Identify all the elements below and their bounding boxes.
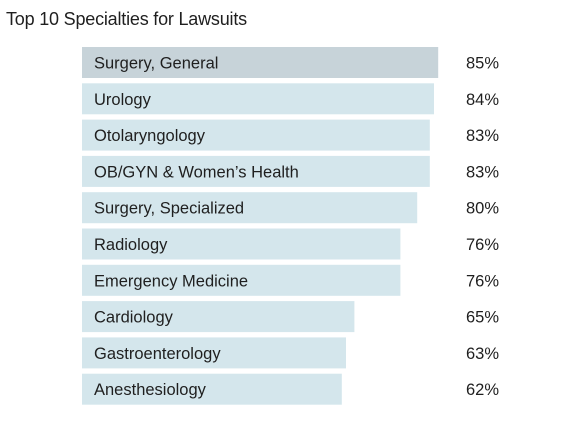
value-label: 85%	[466, 55, 499, 73]
value-label: 83%	[466, 163, 499, 181]
bar	[82, 119, 430, 151]
category-label: Cardiology	[94, 309, 174, 327]
category-label: Radiology	[94, 236, 168, 254]
value-label: 65%	[466, 309, 499, 327]
category-label: Anesthesiology	[94, 381, 207, 399]
category-label: Surgery, General	[94, 55, 218, 73]
value-label: 80%	[466, 200, 499, 218]
bar	[82, 228, 401, 260]
bar	[82, 301, 355, 333]
bar	[82, 47, 439, 78]
category-label: Gastroenterology	[94, 345, 221, 363]
value-label: 63%	[466, 345, 499, 363]
bar	[82, 264, 401, 296]
value-label: 84%	[466, 91, 499, 109]
bar	[82, 83, 434, 115]
bar	[82, 155, 430, 187]
category-label: Emergency Medicine	[94, 272, 248, 290]
value-label: 76%	[466, 272, 499, 290]
value-label: 62%	[466, 381, 499, 399]
category-label: OB/GYN & Women’s Health	[94, 163, 299, 181]
category-label: Urology	[94, 91, 152, 109]
value-label: 76%	[466, 236, 499, 254]
category-label: Otolaryngology	[94, 127, 206, 145]
bar	[82, 337, 346, 369]
bar	[82, 373, 342, 405]
category-label: Surgery, Specialized	[94, 200, 244, 218]
chart-title: Top 10 Specialties for Lawsuits	[6, 9, 247, 29]
value-label: 83%	[466, 127, 499, 145]
bar	[82, 192, 418, 224]
